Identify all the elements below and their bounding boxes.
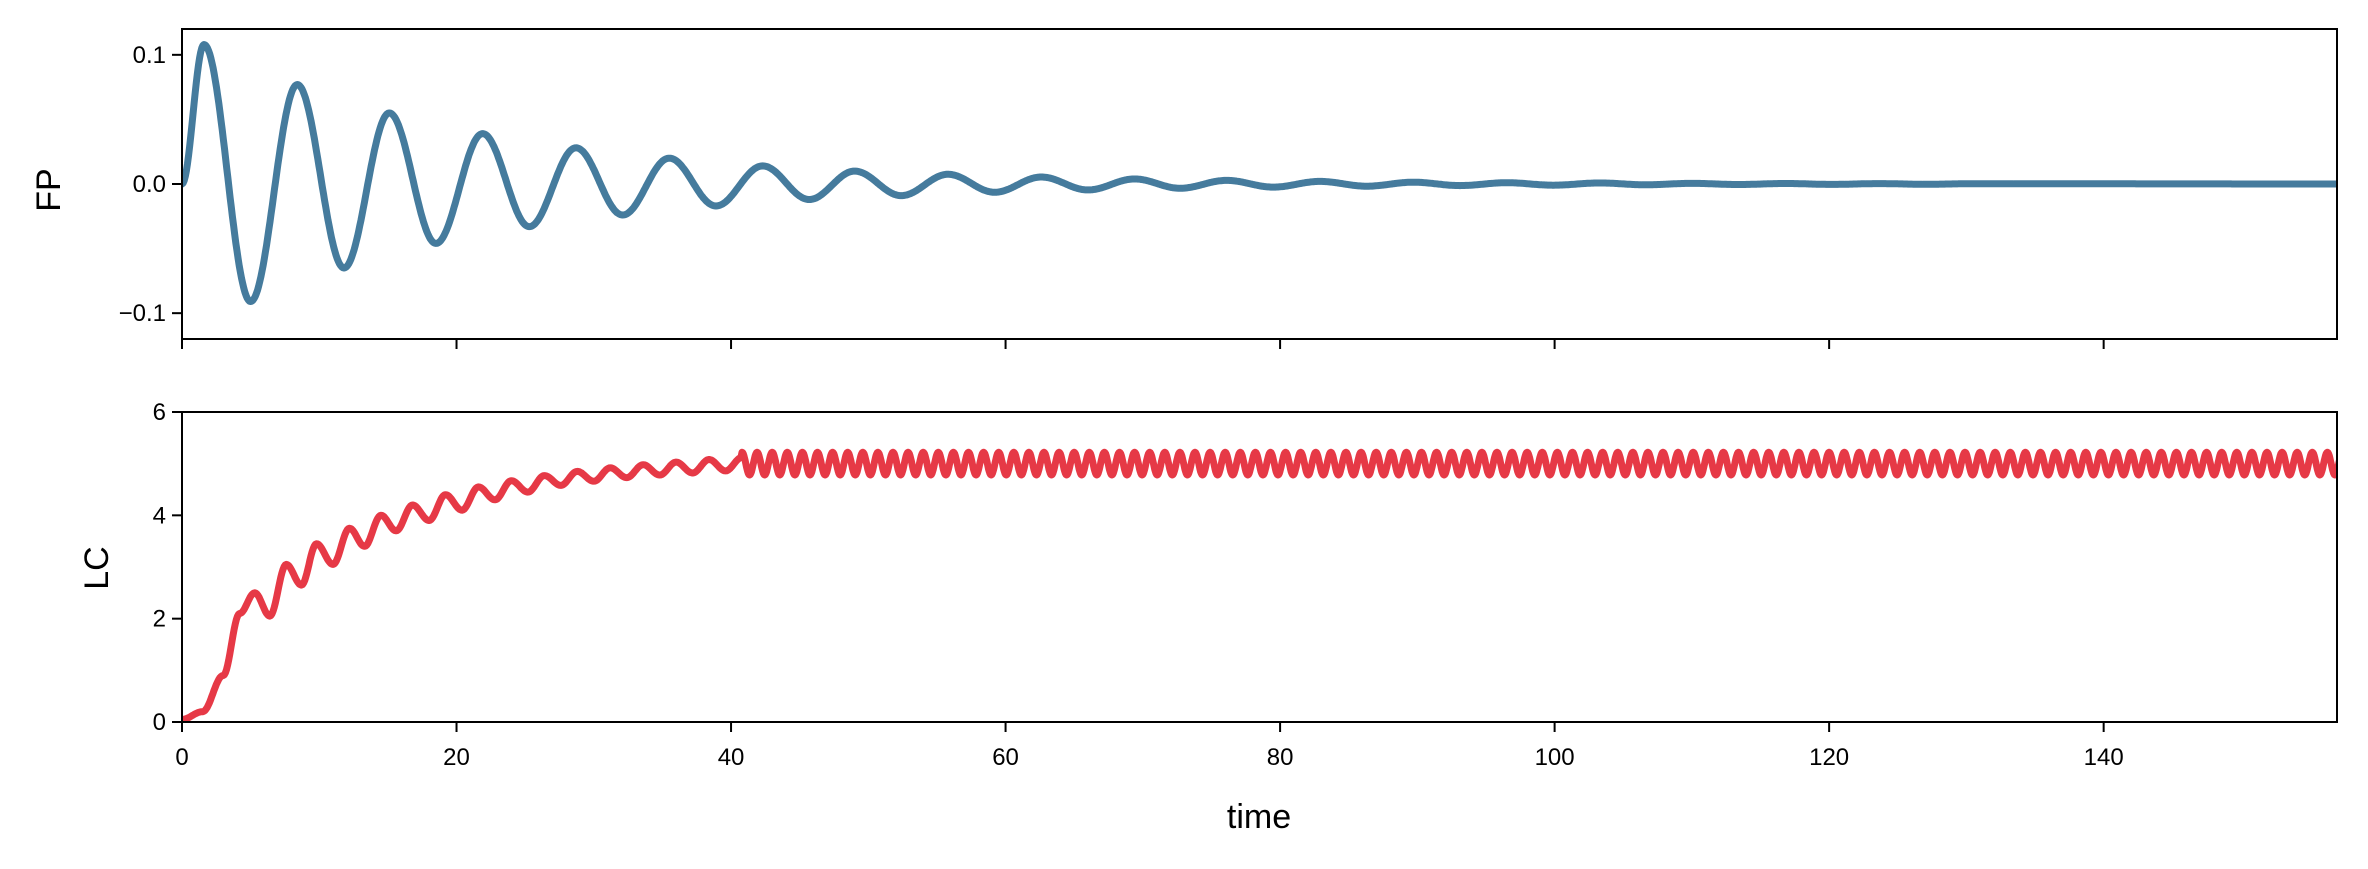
x-tick-label-lc-3: 60 — [992, 744, 1019, 771]
x-tick-label-lc-6: 120 — [1809, 744, 1849, 771]
plot-frame-lc — [181, 411, 2338, 723]
y-tick-label-lc-3: 6 — [153, 399, 166, 426]
y-tick-label-fp-0: −0.1 — [119, 300, 166, 327]
x-tick-label-lc-4: 80 — [1267, 744, 1294, 771]
x-tick-label-lc-5: 100 — [1535, 744, 1575, 771]
y-ticks-fp: −0.1 0.0 0.1 — [119, 42, 182, 327]
x-tick-label-lc-1: 20 — [443, 744, 470, 771]
x-tick-label-lc-7: 140 — [2084, 744, 2124, 771]
panel-lc: 0 2 4 6 0 20 40 60 80 100 120 140 LC time — [78, 399, 2338, 836]
series-group-fp — [182, 41, 2337, 305]
y-axis-label-lc: LC — [78, 546, 116, 589]
x-ticks-fp — [181, 339, 2105, 349]
panel-fp: −0.1 0.0 0.1 FP — [30, 28, 2338, 349]
series-line-lc-0 — [182, 448, 2337, 722]
x-tick-label-lc-2: 40 — [718, 744, 745, 771]
series-line-fp-0 — [182, 41, 2337, 305]
x-tick-label-lc-0: 0 — [175, 744, 188, 771]
x-ticks-lc: 0 20 40 60 80 100 120 140 — [175, 722, 2124, 771]
y-tick-label-lc-1: 2 — [153, 606, 166, 633]
y-tick-label-lc-2: 4 — [153, 502, 166, 529]
y-tick-label-fp-1: 0.0 — [133, 171, 166, 198]
y-axis-label-fp: FP — [30, 168, 68, 211]
y-tick-label-lc-0: 0 — [153, 709, 166, 736]
y-tick-label-fp-2: 0.1 — [133, 42, 166, 69]
series-group-lc — [182, 448, 2337, 722]
x-axis-label-time: time — [1227, 798, 1291, 836]
y-ticks-lc: 0 2 4 6 — [153, 399, 182, 736]
